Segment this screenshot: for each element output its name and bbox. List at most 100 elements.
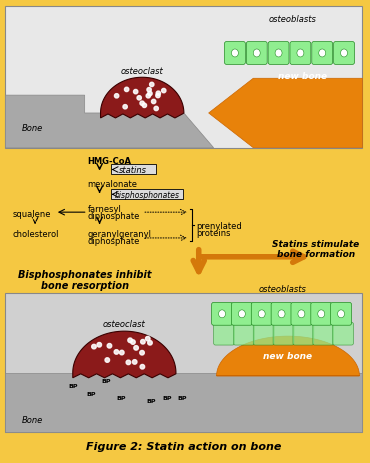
Text: Figure 2: Statin action on bone: Figure 2: Statin action on bone	[86, 441, 282, 451]
Text: new bone: new bone	[263, 352, 313, 361]
Circle shape	[134, 346, 138, 350]
Circle shape	[126, 360, 131, 365]
Circle shape	[140, 365, 145, 369]
Polygon shape	[216, 337, 359, 376]
FancyBboxPatch shape	[251, 303, 272, 325]
FancyBboxPatch shape	[273, 323, 294, 345]
Circle shape	[124, 88, 129, 93]
Text: bisphosphonates: bisphosphonates	[115, 190, 180, 200]
Ellipse shape	[278, 310, 285, 318]
Text: BP: BP	[68, 383, 78, 388]
Circle shape	[156, 94, 160, 99]
Text: prenylated: prenylated	[196, 222, 242, 231]
Circle shape	[148, 341, 152, 345]
Circle shape	[137, 96, 141, 101]
Ellipse shape	[253, 50, 260, 58]
Text: osteoblasts: osteoblasts	[269, 15, 317, 24]
Circle shape	[154, 107, 158, 112]
Text: BP: BP	[162, 395, 172, 400]
Text: new bone: new bone	[278, 72, 327, 81]
Circle shape	[146, 94, 151, 99]
FancyBboxPatch shape	[5, 7, 362, 148]
FancyBboxPatch shape	[212, 303, 232, 325]
Circle shape	[123, 105, 127, 110]
Ellipse shape	[238, 310, 245, 318]
FancyBboxPatch shape	[213, 323, 235, 345]
Circle shape	[132, 360, 137, 364]
Ellipse shape	[275, 50, 282, 58]
FancyBboxPatch shape	[268, 43, 289, 65]
Text: statins: statins	[119, 166, 147, 175]
FancyBboxPatch shape	[291, 303, 312, 325]
FancyBboxPatch shape	[111, 189, 184, 200]
Polygon shape	[5, 96, 213, 148]
FancyBboxPatch shape	[311, 303, 332, 325]
Text: osteoblasts: osteoblasts	[259, 285, 307, 294]
Text: squalene: squalene	[12, 210, 51, 219]
Circle shape	[97, 343, 101, 347]
FancyBboxPatch shape	[232, 303, 252, 325]
Circle shape	[128, 338, 132, 343]
Circle shape	[162, 89, 166, 94]
Ellipse shape	[298, 310, 305, 318]
Ellipse shape	[318, 310, 325, 318]
FancyBboxPatch shape	[290, 43, 311, 65]
Circle shape	[156, 92, 161, 96]
Ellipse shape	[337, 310, 344, 318]
Text: BP: BP	[177, 395, 186, 400]
Polygon shape	[73, 332, 176, 378]
Circle shape	[114, 94, 119, 99]
Text: farnesyl: farnesyl	[88, 205, 121, 214]
Circle shape	[105, 358, 110, 363]
Circle shape	[142, 104, 147, 108]
Circle shape	[131, 340, 135, 344]
Text: BP: BP	[87, 391, 96, 396]
Text: BP: BP	[102, 378, 111, 383]
Text: proteins: proteins	[196, 229, 230, 238]
FancyBboxPatch shape	[111, 165, 156, 175]
Text: BP: BP	[147, 398, 156, 403]
Text: Bisphosphonates inhibit
bone resorption: Bisphosphonates inhibit bone resorption	[18, 269, 151, 291]
Polygon shape	[5, 373, 362, 432]
Circle shape	[141, 340, 145, 344]
Circle shape	[148, 92, 152, 96]
FancyBboxPatch shape	[334, 43, 354, 65]
FancyBboxPatch shape	[233, 323, 254, 345]
Ellipse shape	[297, 50, 304, 58]
Text: geranylgeranyl: geranylgeranyl	[88, 230, 152, 238]
FancyBboxPatch shape	[333, 323, 353, 345]
Circle shape	[134, 90, 138, 94]
Ellipse shape	[340, 50, 347, 58]
FancyBboxPatch shape	[246, 43, 267, 65]
Text: osteoclast: osteoclast	[121, 67, 164, 76]
Text: diphosphate: diphosphate	[88, 237, 140, 245]
Text: BP: BP	[117, 395, 126, 400]
Text: Bone: Bone	[22, 415, 43, 424]
Circle shape	[107, 344, 112, 348]
Circle shape	[140, 102, 144, 106]
Text: Bone: Bone	[22, 124, 43, 133]
Polygon shape	[209, 79, 362, 148]
Ellipse shape	[258, 310, 265, 318]
Text: osteoclast: osteoclast	[103, 319, 146, 328]
Circle shape	[114, 350, 119, 355]
Text: mevalonate: mevalonate	[88, 180, 138, 189]
FancyBboxPatch shape	[313, 323, 334, 345]
Ellipse shape	[319, 50, 326, 58]
FancyBboxPatch shape	[5, 294, 362, 432]
Text: HMG-CoA: HMG-CoA	[88, 156, 132, 165]
FancyBboxPatch shape	[225, 43, 245, 65]
Ellipse shape	[219, 310, 225, 318]
Ellipse shape	[232, 50, 238, 58]
Circle shape	[145, 337, 150, 341]
Text: cholesterol: cholesterol	[12, 230, 59, 238]
FancyBboxPatch shape	[331, 303, 352, 325]
Circle shape	[140, 350, 144, 355]
Circle shape	[149, 83, 154, 88]
FancyBboxPatch shape	[271, 303, 292, 325]
Circle shape	[92, 344, 96, 349]
Text: Statins stimulate
bone formation: Statins stimulate bone formation	[272, 239, 359, 259]
Text: diphosphate: diphosphate	[88, 212, 140, 221]
FancyBboxPatch shape	[312, 43, 333, 65]
Circle shape	[147, 88, 151, 93]
